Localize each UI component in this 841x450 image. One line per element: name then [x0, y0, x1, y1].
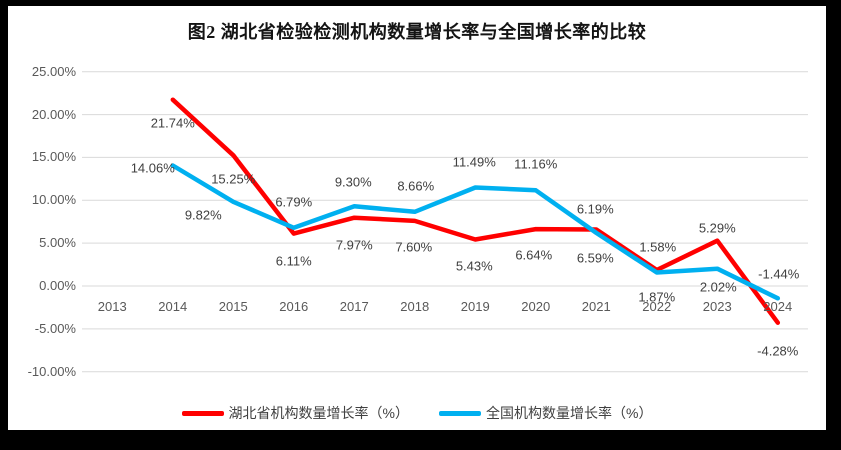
series-line-hubei: [170, 97, 781, 325]
legend-item-national: 全国机构数量增长率（%）: [439, 403, 652, 423]
legend: 湖北省机构数量增长率（%） 全国机构数量增长率（%）: [8, 400, 826, 426]
legend-label-hubei: 湖北省机构数量增长率（%）: [228, 405, 409, 421]
legend-item-hubei: 湖北省机构数量增长率（%）: [181, 403, 409, 423]
series-line-national: [170, 163, 781, 301]
legend-swatch-national-line: [439, 410, 481, 416]
legend-label-national: 全国机构数量增长率（%）: [486, 405, 653, 421]
legend-swatch-hubei-line: [181, 410, 224, 416]
chart-title: 图2 湖北省检验检测机构数量增长率与全国增长率的比较: [187, 22, 647, 42]
chart-canvas: [8, 6, 826, 430]
